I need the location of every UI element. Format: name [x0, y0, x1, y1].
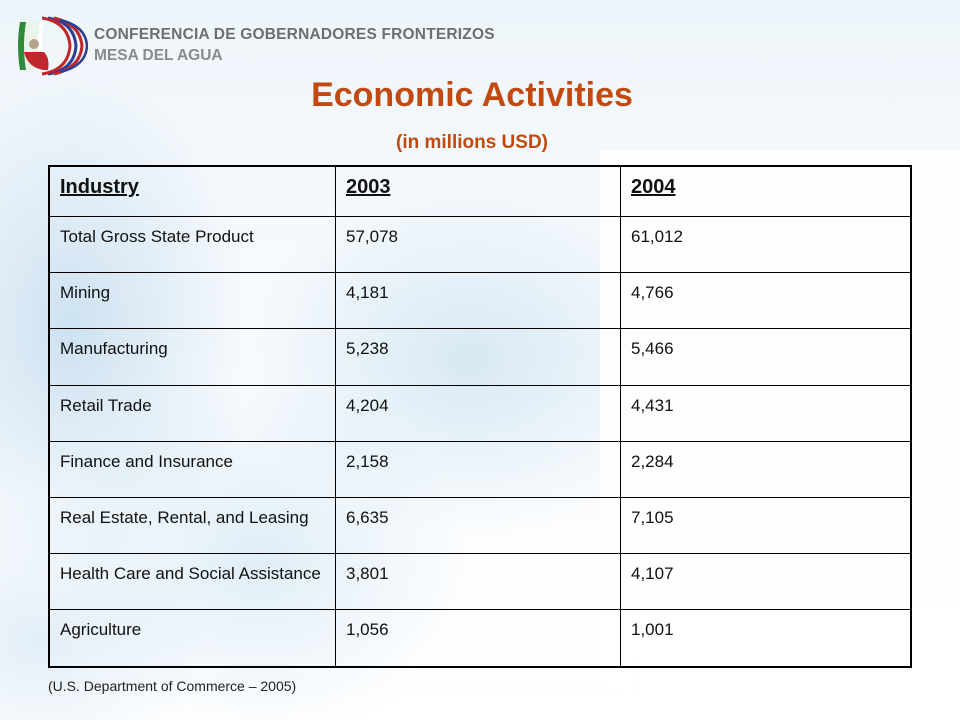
conference-logo — [18, 16, 88, 76]
industry-cell: Manufacturing — [48, 328, 336, 386]
table-row: Health Care and Social Assistance 3,801 … — [48, 553, 912, 611]
value-2003-cell: 2,158 — [335, 440, 621, 498]
eagle-emblem-icon — [29, 39, 39, 49]
industry-cell: Health Care and Social Assistance — [48, 553, 336, 611]
organization-name: CONFERENCIA DE GOBERNADORES FRONTERIZOS … — [94, 26, 495, 65]
value-2003-cell: 4,181 — [335, 272, 621, 330]
header-2004: 2004 — [620, 165, 912, 217]
economic-activities-table: Industry 2003 2004 Total Gross State Pro… — [48, 165, 912, 668]
value-2003-cell: 4,204 — [335, 384, 621, 442]
value-2003-cell: 1,056 — [335, 609, 621, 668]
slide-subtitle: (in millions USD) — [396, 132, 548, 153]
table-row: Agriculture 1,056 1,001 — [48, 609, 912, 668]
table-row: Total Gross State Product 57,078 61,012 — [48, 215, 912, 274]
header-2003: 2003 — [335, 165, 621, 217]
value-2004-cell: 5,466 — [620, 328, 912, 386]
slide-title: Economic Activities — [311, 76, 633, 114]
table-row: Retail Trade 4,204 4,431 — [48, 384, 912, 442]
logo-stripes — [41, 16, 88, 76]
table-row: Manufacturing 5,238 5,466 — [48, 328, 912, 386]
value-2003-cell: 5,238 — [335, 328, 621, 386]
industry-cell: Retail Trade — [48, 384, 336, 442]
source-citation: (U.S. Department of Commerce – 2005) — [48, 678, 297, 694]
value-2003-cell: 3,801 — [335, 553, 621, 611]
industry-cell: Finance and Insurance — [48, 440, 336, 498]
header-industry: Industry — [48, 165, 336, 217]
org-name-line2: MESA DEL AGUA — [94, 47, 223, 64]
value-2004-cell: 1,001 — [620, 609, 912, 668]
industry-cell: Total Gross State Product — [48, 215, 336, 274]
org-name-line1: CONFERENCIA DE GOBERNADORES FRONTERIZOS — [94, 26, 495, 43]
value-2003-cell: 57,078 — [335, 215, 621, 274]
value-2004-cell: 4,431 — [620, 384, 912, 442]
table-row: Mining 4,181 4,766 — [48, 272, 912, 330]
table-header-row: Industry 2003 2004 — [48, 165, 912, 217]
table-row: Real Estate, Rental, and Leasing 6,635 7… — [48, 496, 912, 555]
value-2004-cell: 7,105 — [620, 496, 912, 555]
value-2004-cell: 4,107 — [620, 553, 912, 611]
industry-cell: Mining — [48, 272, 336, 330]
industry-cell: Agriculture — [48, 609, 336, 668]
value-2003-cell: 6,635 — [335, 496, 621, 555]
value-2004-cell: 4,766 — [620, 272, 912, 330]
table-row: Finance and Insurance 2,158 2,284 — [48, 440, 912, 498]
value-2004-cell: 2,284 — [620, 440, 912, 498]
value-2004-cell: 61,012 — [620, 215, 912, 274]
industry-cell: Real Estate, Rental, and Leasing — [48, 496, 336, 555]
